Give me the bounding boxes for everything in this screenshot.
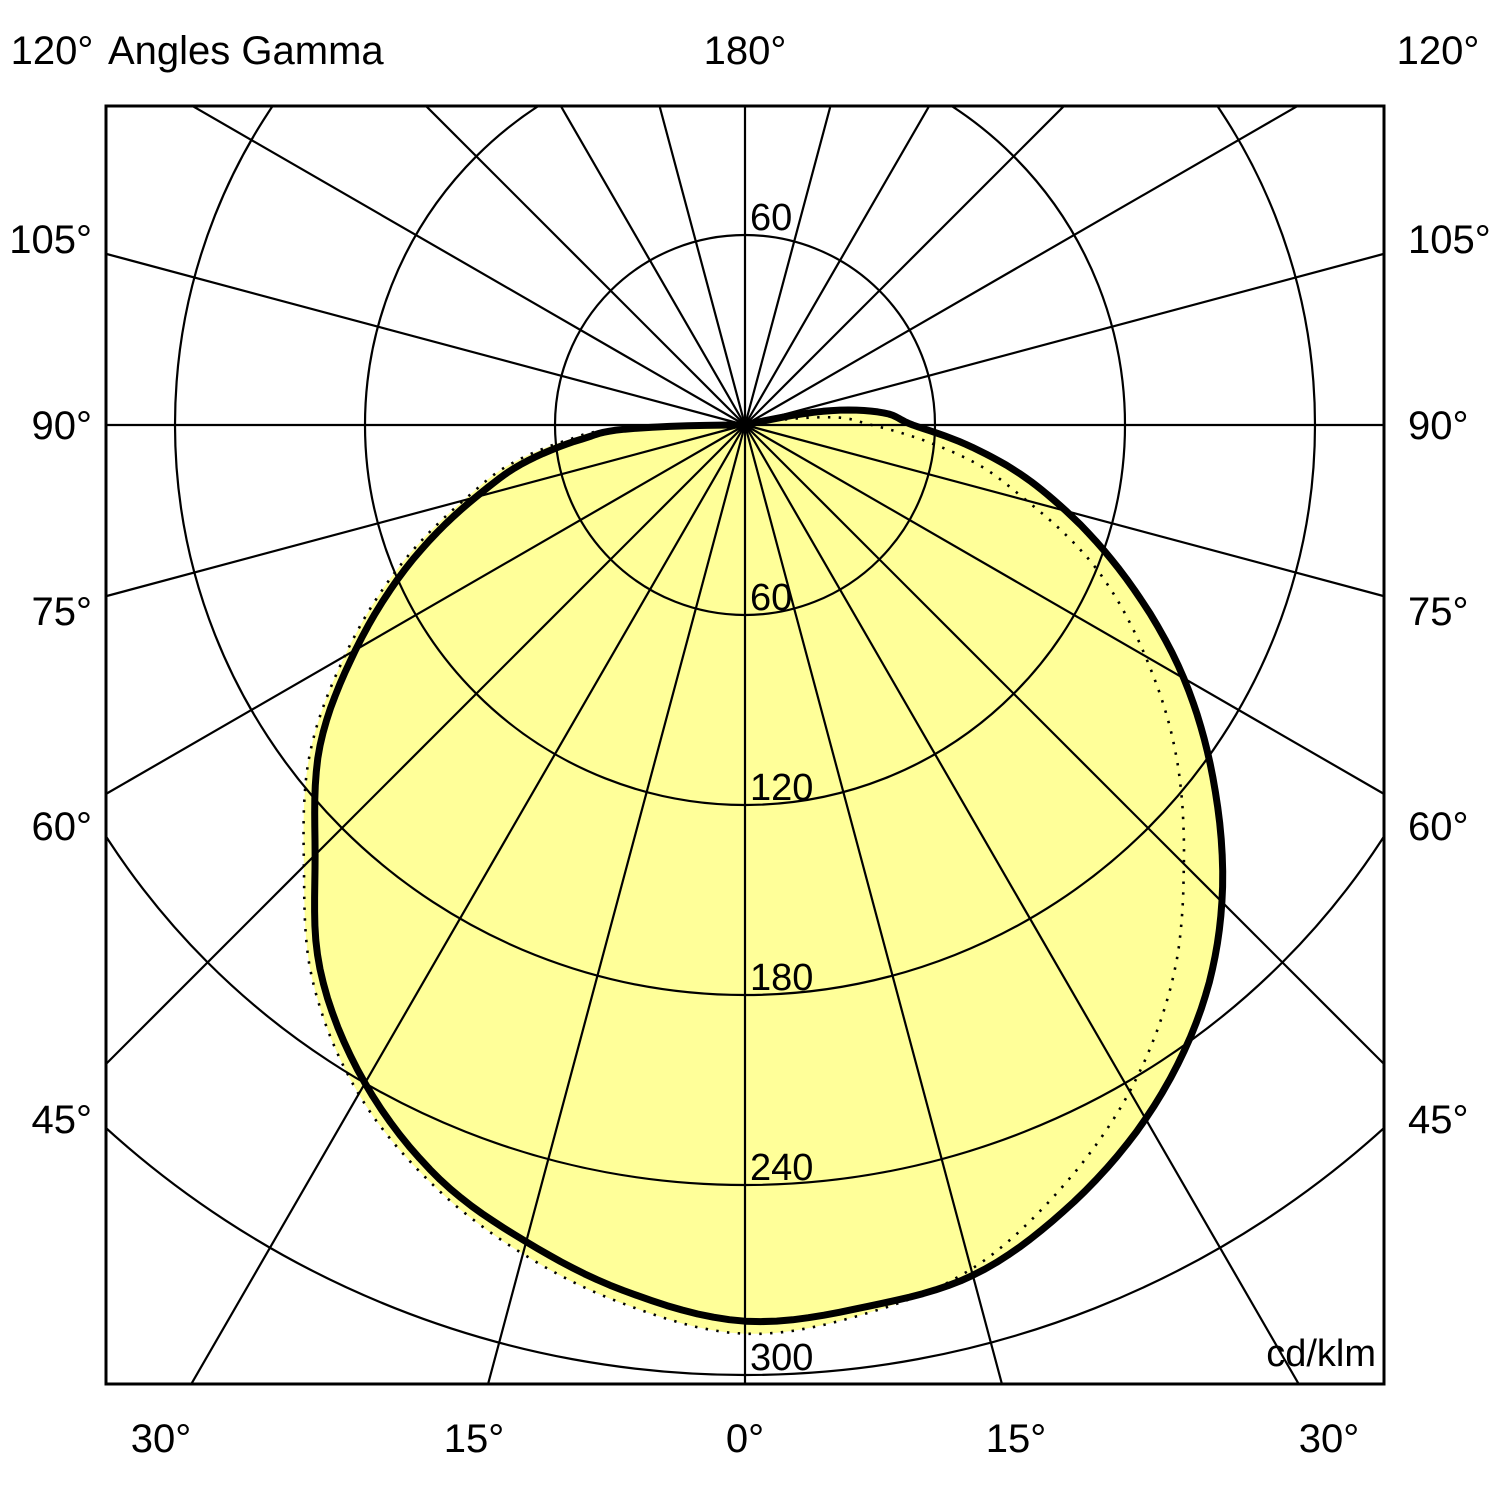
gamma-angle-label-left: 105° — [9, 218, 92, 262]
polar-grid-ray — [744, 106, 931, 426]
radial-tick-label: 60 — [750, 197, 792, 239]
polar-grid-ray — [743, 424, 1004, 1384]
radial-tick-label: 60 — [750, 577, 792, 619]
radial-tick-label: 240 — [750, 1147, 813, 1189]
gamma-angle-label-right: 45° — [1408, 1098, 1469, 1142]
polar-grid-ray — [743, 106, 832, 426]
polar-grid-ray — [190, 106, 746, 426]
polar-grid-ray — [744, 106, 1066, 426]
gamma-angle-label-bottom: 30° — [1299, 1417, 1360, 1461]
axis-labels: 60 60 120 180 240 300 105° 105° 90° 90° 75° 75° 60° 6… — [9, 197, 1490, 1461]
plot-border — [104, 104, 1386, 1386]
gamma-angle-label-bottom: 15° — [444, 1417, 505, 1461]
polar-grid-ray — [486, 424, 747, 1384]
gamma-angle-label-right: 105° — [1408, 218, 1490, 262]
radial-tick-label: 120 — [750, 767, 813, 809]
polar-grid-ray — [424, 106, 746, 426]
polar-grid-ray — [106, 424, 746, 1066]
polar-grid-ray — [744, 106, 1300, 426]
chart-title: Angles Gamma — [108, 29, 384, 73]
gamma-angle-label-right: 60° — [1408, 805, 1469, 849]
gamma-angle-label-left: 60° — [32, 805, 93, 849]
intensity-curve-solid — [311, 406, 1227, 1326]
polar-grid-ray — [744, 424, 1384, 796]
intensity-curve-dotted — [302, 415, 1186, 1336]
polar-grid-ray — [190, 424, 746, 1384]
polar-grid-ray — [559, 106, 746, 426]
gamma-label-top-center: 180° — [704, 29, 787, 73]
polar-grid-ray — [106, 252, 746, 427]
radial-tick-label: 300 — [750, 1337, 813, 1379]
beam-area-fill-solid-plane — [314, 410, 1223, 1322]
gamma-angle-label-left: 45° — [32, 1098, 93, 1142]
gamma-angle-label-bottom: 30° — [131, 1417, 192, 1461]
polar-grid-ray — [658, 106, 747, 426]
gamma-angle-label-right: 90° — [1408, 404, 1469, 448]
gamma-angle-label-left: 75° — [32, 590, 93, 634]
polar-grid-ray — [744, 252, 1384, 427]
polar-grid-ray — [744, 424, 1384, 1066]
radial-tick-label: 180 — [750, 957, 813, 999]
polar-grid-ray — [744, 423, 1384, 598]
polar-grid-ray — [744, 424, 1300, 1384]
polar-grid-ray — [106, 423, 746, 598]
gamma-angle-label-bottom: 15° — [986, 1417, 1047, 1461]
polar-grid-ray — [106, 424, 746, 796]
gamma-label-top-right-corner: 120° — [1397, 29, 1480, 73]
gamma-angle-label-right: 75° — [1408, 590, 1469, 634]
gamma-label-top-left-corner: 120° — [11, 29, 94, 73]
gamma-angle-label-bottom: 0° — [726, 1417, 764, 1461]
unit-label: cd/klm — [1266, 1333, 1376, 1375]
gamma-angle-label-left: 90° — [32, 404, 93, 448]
